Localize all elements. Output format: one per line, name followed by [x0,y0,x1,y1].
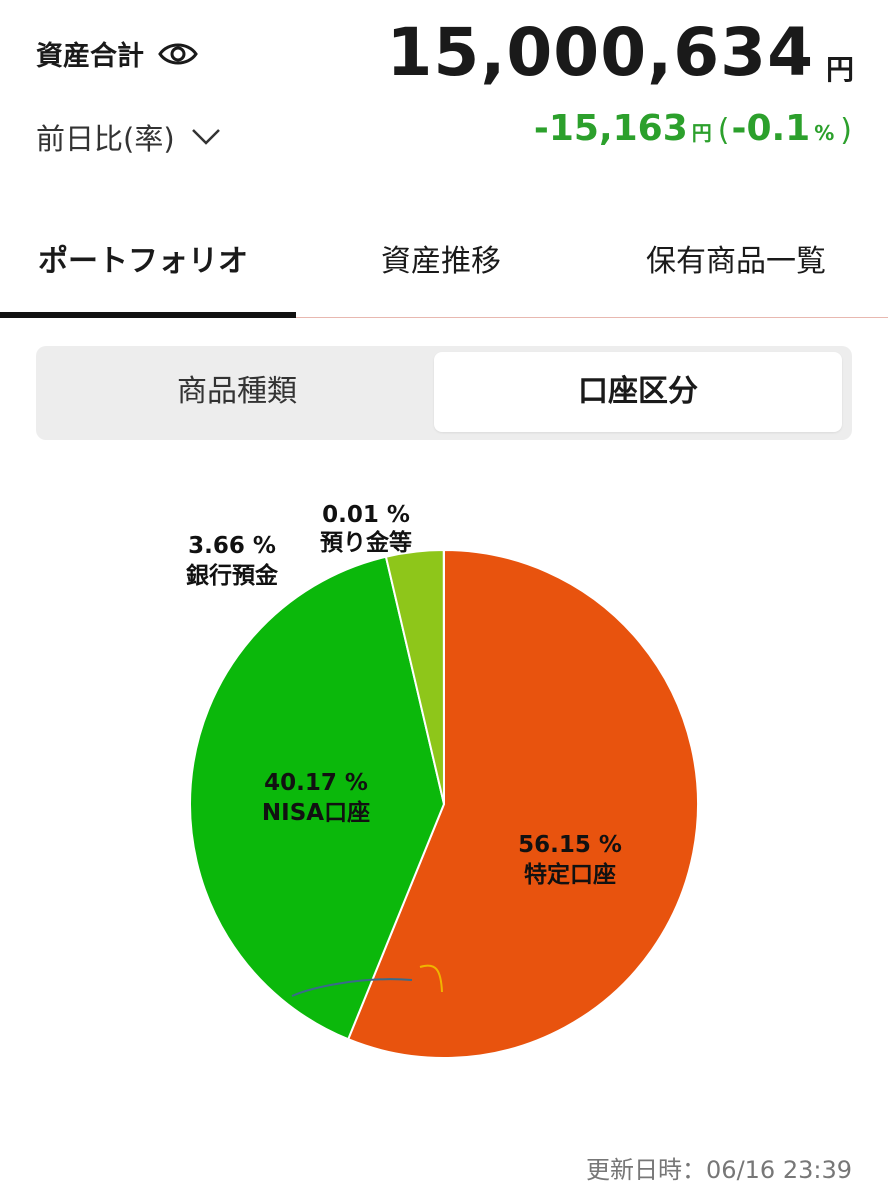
tab-portfolio[interactable]: ポートフォリオ [38,244,248,279]
updated-value: 06/16 23:39 [706,1156,852,1184]
diff-label-text: 前日比(率) [36,122,175,156]
eye-icon[interactable] [158,40,198,68]
diff-rate-unit: % [814,121,835,145]
segment-account-type[interactable]: 口座区分 [434,352,842,432]
slice-label-name-nisa: NISA口座 [262,799,370,826]
slice-label-percent-tokutei: 56.15 % [518,832,622,858]
slice-label-name-tokutei: 特定口座 [524,861,616,888]
total-assets-value: 15,000,634 [386,14,814,91]
diff-paren-close: ) [840,113,852,148]
leader-line-bank [291,978,413,997]
diff-paren-open: ( [717,113,730,148]
updated-label: 更新日時： [586,1156,707,1184]
chevron-down-icon [191,129,220,145]
total-assets-label-text: 資産合計 [36,41,144,72]
slice-label-name-bank: 銀行預金 [186,562,279,589]
tab-asset-history[interactable]: 資産推移 [381,244,501,279]
total-assets-unit: 円 [825,53,854,86]
slice-tokutei[interactable] [346,548,699,1059]
segment-product-type[interactable]: 商品種類 [177,374,297,409]
tab-holdings-list[interactable]: 保有商品一覧 [646,244,826,279]
tab-divider [296,317,888,318]
slice-nisa[interactable] [188,555,446,1041]
total-assets-label: 資産合計 [36,34,198,73]
pie-chart: 56.15 % 特定口座 40.17 % NISA口座 3.66 % 銀行預金 … [186,502,699,1059]
segment-control: 商品種類 口座区分 [36,346,852,440]
diff-unit: 円 [691,121,712,145]
tab-bar: ポートフォリオ 資産推移 保有商品一覧 [0,236,888,320]
slice-label-name-deposit: 預り金等 [320,529,412,556]
slice-label-percent-nisa: 40.17 % [264,770,368,796]
updated-timestamp: 更新日時：06/16 23:39 [586,1150,852,1185]
diff-selector[interactable]: 前日比(率) [36,116,221,158]
slice-label-percent-bank: 3.66 % [188,533,276,559]
diff-value: -15,163 [533,108,688,149]
leader-line-deposit [419,964,443,993]
diff-values: -15,163 円 ( -0.1 % ) [534,108,854,149]
diff-rate: -0.1 [731,108,811,149]
slice-label-percent-deposit: 0.01 % [322,502,410,528]
active-tab-indicator [0,312,296,318]
